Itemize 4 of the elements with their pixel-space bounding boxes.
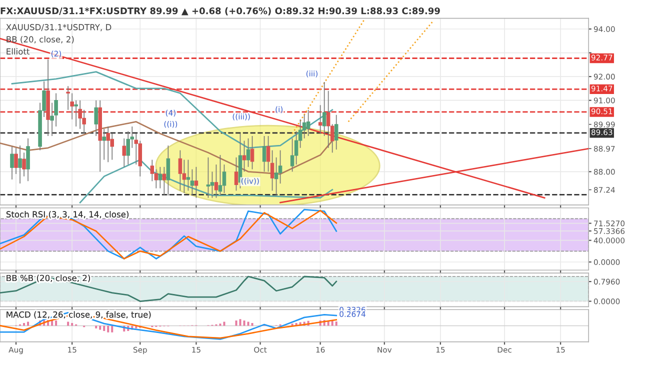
annotation: XAUUSD/31.1*USDTRY, D <box>6 24 112 32</box>
chart-title: FX:XAUUSD/31.1*FX:USDTRY 89.99 ▲ +0.68 (+0.76%) O:89.32 H:90.39 L:88.93 C:89.99 <box>0 7 440 16</box>
annotation: Elliott <box>6 48 30 55</box>
annotation: BB (20, close, 2) <box>6 36 74 44</box>
